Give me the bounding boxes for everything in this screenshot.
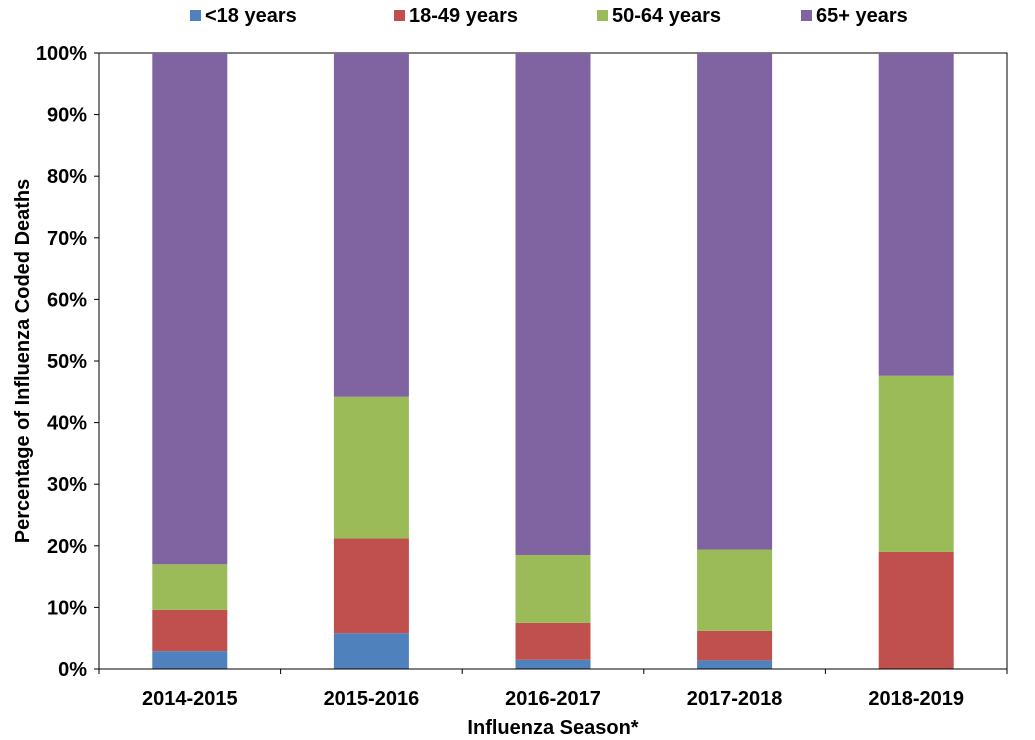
y-axis-title: Percentage of Influenza Coded Deaths	[12, 179, 34, 544]
x-tick-label: 2018-2019	[868, 688, 964, 710]
y-tick-label: 90%	[47, 105, 87, 127]
y-tick-label: 30%	[47, 474, 87, 496]
x-tick-label: 2015-2016	[324, 688, 420, 710]
bar-segment	[152, 564, 228, 610]
x-tick-label: 2017-2018	[687, 688, 783, 710]
y-tick-label: 50%	[47, 351, 87, 373]
y-tick-label: 100%	[36, 43, 87, 65]
bar-segment	[697, 630, 773, 661]
bar-segment	[515, 622, 591, 660]
bar-segment	[878, 53, 954, 376]
y-tick-label: 20%	[47, 536, 87, 558]
y-tick-label: 40%	[47, 413, 87, 435]
legend-swatch	[597, 10, 608, 21]
bar-segment	[333, 538, 409, 634]
bar-segment	[333, 53, 409, 397]
bar-segment	[697, 660, 773, 669]
y-axis: 0% 10% 20% 30% 40% 50% 60% 70% 80% 90% 100%	[36, 43, 100, 681]
legend-swatch	[190, 10, 201, 21]
y-tick-label: 10%	[47, 597, 87, 619]
y-tick-label: 0%	[58, 659, 87, 681]
legend-label: 50-64 years	[612, 5, 721, 27]
bar-segment	[152, 609, 228, 652]
bar-segment	[515, 555, 591, 623]
x-axis-title: Influenza Season*	[467, 717, 638, 739]
y-tick-label: 80%	[47, 166, 87, 188]
bar-segment	[515, 53, 591, 556]
legend-label: 18-49 years	[409, 5, 518, 27]
bar-segment	[333, 633, 409, 669]
x-axis: 2014-2015 2015-2016 2016-2017 2017-2018 2018…	[98, 668, 1008, 710]
bar-segment	[697, 549, 773, 631]
x-tick-label: 2014-2015	[142, 688, 238, 710]
bar-segment	[697, 53, 773, 550]
legend: <18 years 18-49 years 50-64 years 65+ years	[190, 5, 908, 27]
bar-segment	[333, 396, 409, 539]
bars	[152, 53, 954, 669]
x-tick-label: 2016-2017	[505, 688, 601, 710]
plot-area	[98, 52, 1008, 670]
bar-segment	[515, 659, 591, 669]
bar-segment	[878, 551, 954, 669]
legend-swatch	[394, 10, 405, 21]
legend-label: <18 years	[205, 5, 297, 27]
y-tick-label: 60%	[47, 289, 87, 311]
legend-label: 65+ years	[816, 5, 908, 27]
y-tick-label: 70%	[47, 228, 87, 250]
legend-swatch	[801, 10, 812, 21]
bar-segment	[878, 375, 954, 552]
bar-segment	[152, 651, 228, 669]
bar-segment	[152, 53, 228, 565]
